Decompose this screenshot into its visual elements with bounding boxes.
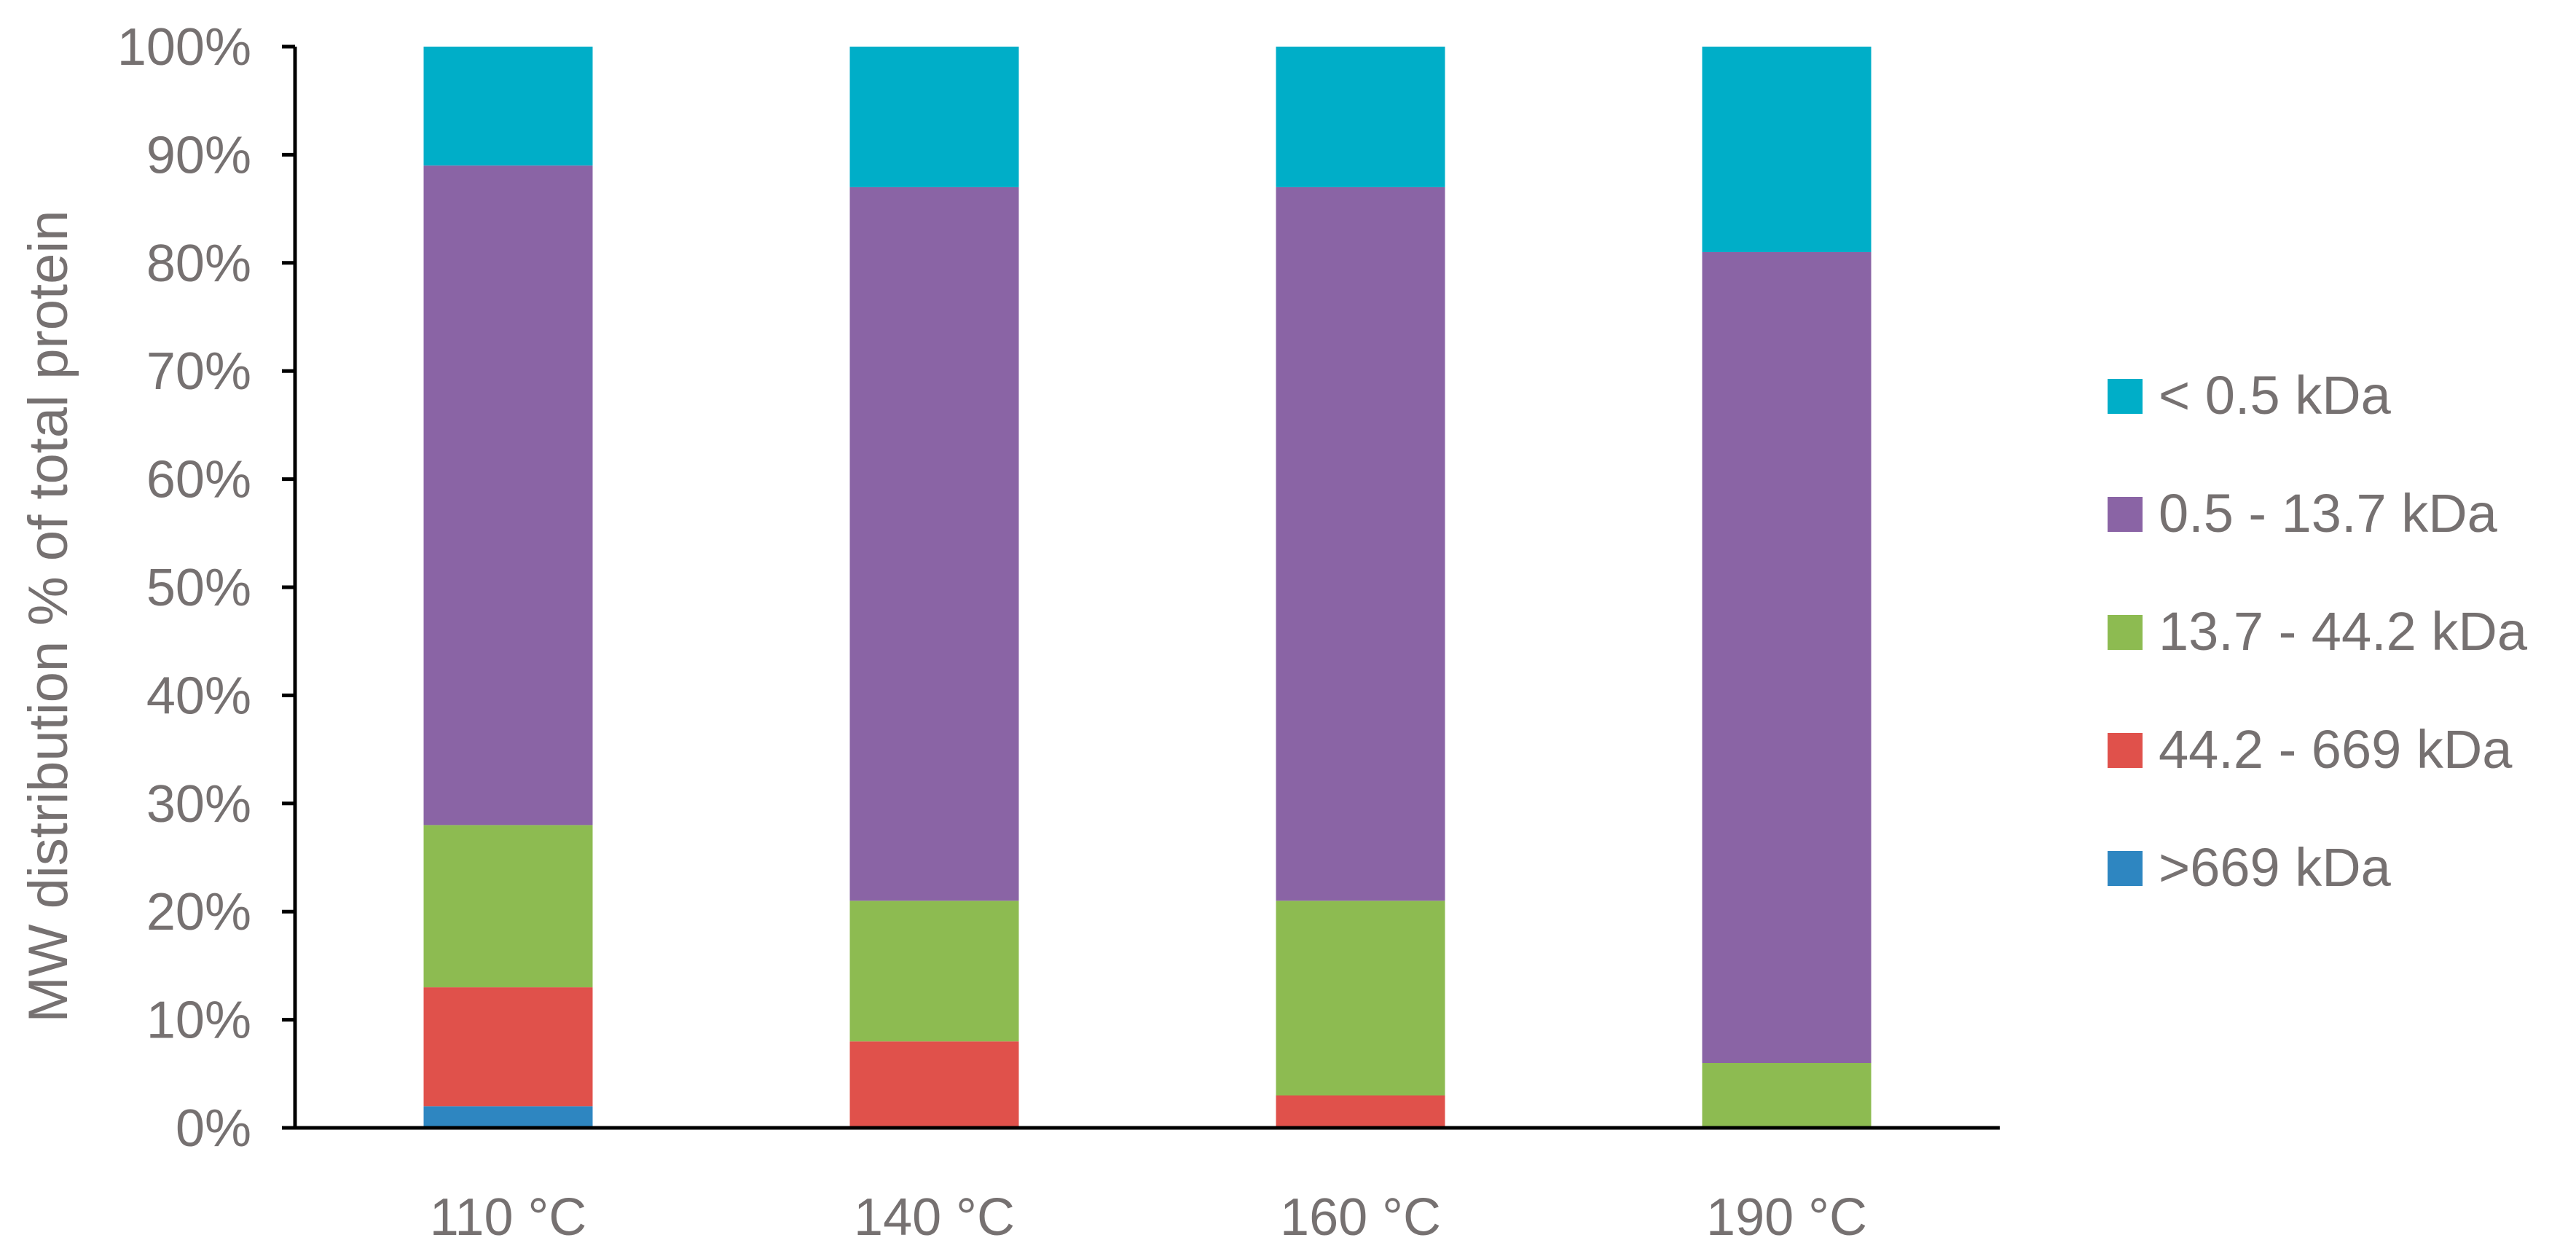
y-tick-labels: 0% 10% 20% 30% 40% 50% 60% 70% 80% 90% 100%	[117, 18, 251, 1158]
bar-segment	[1702, 1063, 1872, 1128]
bar-segment	[849, 187, 1019, 901]
y-tick-label: 30%	[146, 775, 251, 834]
legend-label: 0.5 - 13.7 kDa	[2159, 483, 2498, 544]
y-tick-label: 60%	[146, 451, 251, 509]
y-tick-label: 90%	[146, 126, 251, 184]
bar-segment	[423, 987, 593, 1107]
bar-segment	[423, 47, 593, 166]
y-tick-label: 20%	[146, 883, 251, 941]
bar-segment	[423, 165, 593, 825]
legend-label: 44.2 - 669 kDa	[2159, 719, 2513, 780]
bar-segment	[1276, 901, 1445, 1096]
y-tick-label: 0%	[176, 1099, 251, 1158]
legend-swatch	[2108, 851, 2143, 886]
x-tick-labels: 110 °C 140 °C 160 °C 190 °C	[430, 1188, 1867, 1247]
y-tick-label: 70%	[146, 342, 251, 401]
bar-segment	[1276, 1095, 1445, 1128]
x-tick-label: 190 °C	[1706, 1188, 1867, 1247]
legend-swatch	[2108, 379, 2143, 414]
bar-segment	[1276, 47, 1445, 187]
legend-swatch	[2108, 733, 2143, 768]
y-axis-title: MW distribution % of total protein	[17, 210, 79, 1022]
y-tick-label: 100%	[117, 18, 251, 77]
legend: < 0.5 kDa 0.5 - 13.7 kDa 13.7 - 44.2 kDa 44…	[2108, 365, 2528, 898]
bar-segment	[849, 901, 1019, 1042]
y-tick-label: 50%	[146, 559, 251, 617]
legend-label: < 0.5 kDa	[2159, 365, 2392, 425]
legend-swatch	[2108, 497, 2143, 532]
bars-layer	[423, 47, 1872, 1128]
legend-label: >669 kDa	[2159, 837, 2392, 898]
x-tick-label: 110 °C	[430, 1188, 587, 1247]
y-tick-label: 40%	[146, 667, 251, 725]
x-tick-label: 140 °C	[854, 1188, 1015, 1247]
bar-segment	[1702, 252, 1872, 1063]
y-tick-label: 80%	[146, 235, 251, 293]
legend-swatch	[2108, 615, 2143, 650]
bar-segment	[849, 47, 1019, 187]
bar-segment	[423, 1106, 593, 1128]
bar-segment	[849, 1041, 1019, 1128]
x-tick-label: 160 °C	[1280, 1188, 1441, 1247]
bar-segment	[1702, 47, 1872, 252]
y-tick-label: 10%	[146, 992, 251, 1050]
axes-layer	[282, 44, 2000, 1130]
bar-segment	[1276, 187, 1445, 901]
bar-segment	[423, 825, 593, 988]
legend-label: 13.7 - 44.2 kDa	[2159, 601, 2528, 662]
